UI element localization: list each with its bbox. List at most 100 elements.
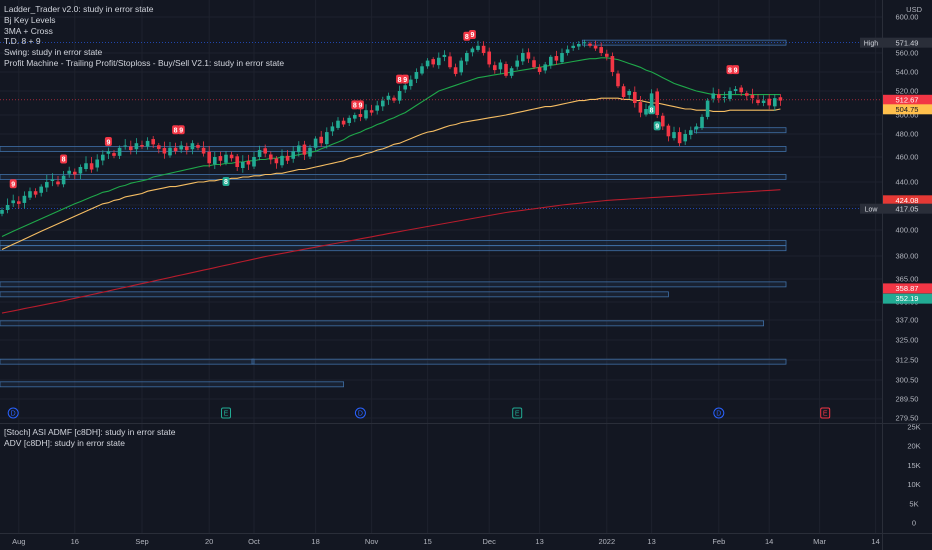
candle <box>341 117 346 127</box>
event-marker[interactable]: D <box>7 407 19 419</box>
price-axis[interactable]: 279.50289.50300.50312.50325.00337.00350.… <box>896 13 919 423</box>
time-tick-label: 15 <box>423 537 431 546</box>
candle <box>509 66 514 79</box>
candle <box>162 141 167 159</box>
time-tick-label: 20 <box>205 537 213 546</box>
candle <box>319 130 323 147</box>
td-signal-sell: 8 <box>396 74 404 84</box>
candle <box>145 137 150 150</box>
price-marker: 504.75 <box>883 104 932 115</box>
candle <box>84 156 88 172</box>
legend-stoch-asi[interactable]: [Stoch] ASI ADMF [c8DH]: study in error … <box>4 427 176 437</box>
candle <box>711 87 715 103</box>
candle <box>565 45 570 56</box>
event-marker[interactable]: E <box>512 407 523 419</box>
legend-swing[interactable]: Swing: study in error state <box>4 47 103 58</box>
price-tick-label: 300.50 <box>896 376 919 385</box>
price-marker-value: 417.05 <box>896 204 919 213</box>
candle <box>173 142 178 155</box>
candle <box>504 61 508 78</box>
time-tick-label: 18 <box>311 537 319 546</box>
candle <box>61 171 66 188</box>
candle <box>112 150 116 159</box>
candle <box>179 141 183 154</box>
legend-3ma-cross[interactable]: 3MA + Cross <box>4 25 53 36</box>
price-marker: 512.67 <box>883 94 932 105</box>
candle <box>347 115 351 127</box>
candle <box>157 142 161 154</box>
price-tick-label: 500.00 <box>896 111 919 120</box>
candle <box>190 140 195 155</box>
candle <box>397 85 402 104</box>
price-tick-label: 365.00 <box>896 275 919 284</box>
event-marker[interactable]: E <box>820 407 831 419</box>
event-marker[interactable]: D <box>354 407 366 419</box>
td-signal-label: 8 <box>398 77 402 84</box>
event-marker[interactable]: D <box>713 407 725 419</box>
volume-tick-label: 25K <box>907 423 920 432</box>
candle <box>308 144 312 159</box>
price-marker-value: 358.87 <box>896 284 919 293</box>
legend-profit-machine[interactable]: Profit Machine - Trailing Profit/Stoplos… <box>4 57 285 68</box>
candle <box>213 151 217 169</box>
candle <box>218 151 223 167</box>
candle <box>465 50 469 65</box>
candle <box>493 61 497 74</box>
candle <box>700 114 704 130</box>
candle <box>661 112 665 131</box>
candle <box>302 140 307 160</box>
candle <box>487 47 491 68</box>
candle <box>409 75 413 90</box>
price-marker-value: 571.49 <box>896 38 919 47</box>
candle <box>689 126 693 140</box>
candle <box>476 40 480 52</box>
candle <box>683 129 687 146</box>
event-marker[interactable]: E <box>221 407 231 419</box>
candle <box>50 173 55 187</box>
candle <box>33 188 38 198</box>
candle <box>515 55 519 70</box>
candle <box>78 164 83 179</box>
candle <box>73 168 77 180</box>
candle <box>728 87 732 102</box>
price-marker-value: 352.19 <box>896 294 919 303</box>
candle <box>0 207 4 217</box>
candle <box>241 155 245 173</box>
price-tick-label: 440.00 <box>896 178 919 187</box>
candle <box>733 86 738 95</box>
td-signal-sell: 8 <box>60 154 68 164</box>
price-marker-tag: Low <box>865 206 879 213</box>
candle <box>364 104 368 121</box>
time-axis[interactable]: Aug 16 Sep 20 Oct 18 Nov 15 Dec 13 2022 13 Feb 14 Mar 1… <box>12 537 880 546</box>
volume-axis[interactable]: 25K 20K 15K 10K 5K 0 <box>907 423 920 528</box>
td-signal-buy: 8 <box>222 177 230 186</box>
candle <box>95 154 99 172</box>
td-signal-label: 8 <box>353 103 357 110</box>
event-marker-label: E <box>823 411 828 418</box>
price-tick-label: 289.50 <box>896 395 919 404</box>
legend-td-sequential[interactable]: T.D. 8 + 9 <box>4 36 41 47</box>
event-marker-label: E <box>515 411 520 418</box>
td-signal-label: 9 <box>734 67 738 74</box>
candle <box>582 39 587 48</box>
legend-key-levels[interactable]: Bj Key Levels <box>4 14 56 25</box>
key-level-box <box>0 381 345 388</box>
legend-ladder-trader[interactable]: Ladder_Trader v2.0: study in error state <box>4 4 154 14</box>
price-marker: 352.19 <box>883 293 932 304</box>
price-marker: 571.49 High <box>860 37 932 48</box>
candle <box>235 154 239 171</box>
candle <box>89 157 94 173</box>
time-tick-label: 16 <box>71 537 79 546</box>
candlestick-series <box>0 39 783 217</box>
candle <box>532 56 536 70</box>
candle <box>358 107 363 122</box>
candle <box>291 146 295 163</box>
candle <box>263 144 267 158</box>
legend-adv[interactable]: ADV [c8DH]: study in error state <box>4 437 125 448</box>
candle <box>56 176 60 187</box>
price-marker: 358.87 <box>883 283 932 294</box>
key-level-box <box>0 320 764 327</box>
